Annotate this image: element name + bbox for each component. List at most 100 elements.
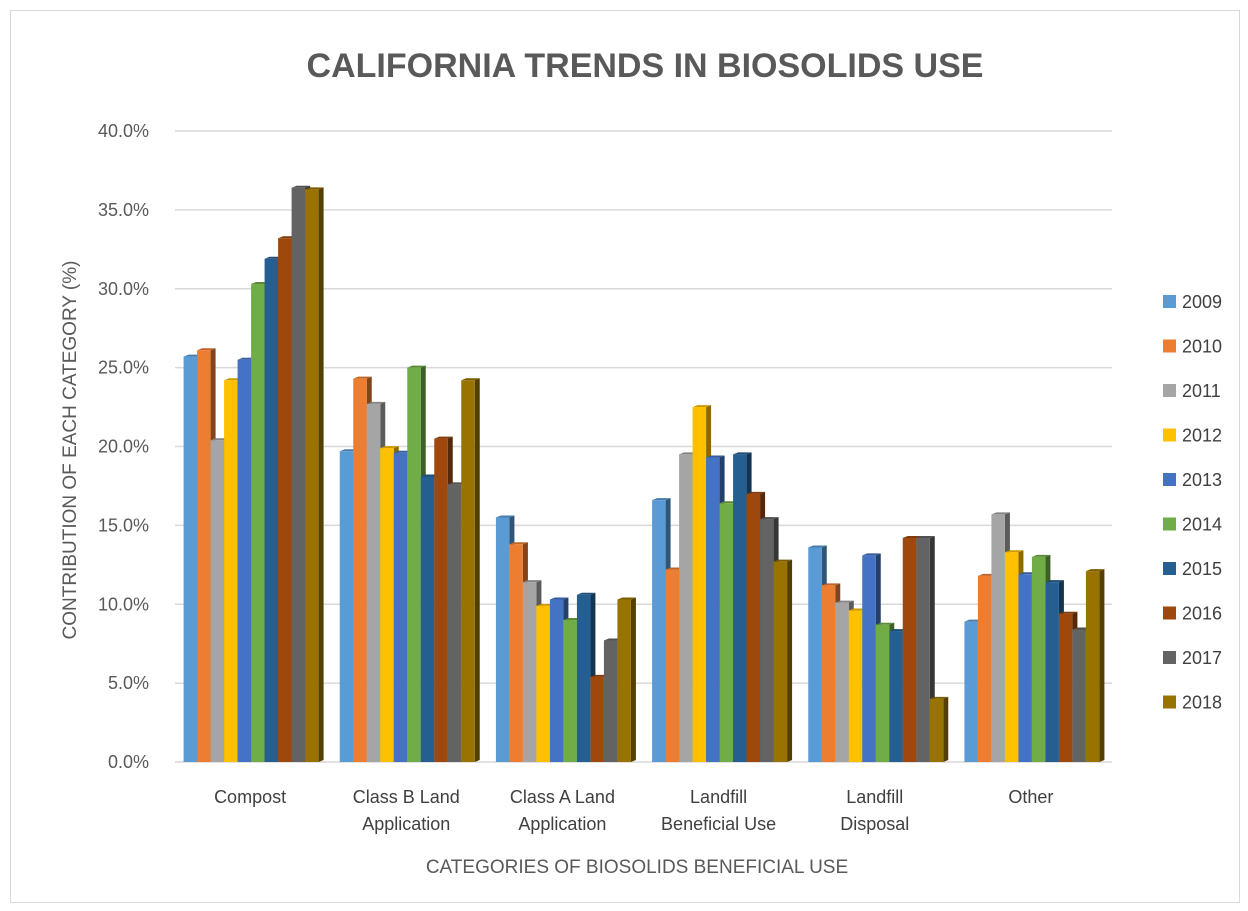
bar-front <box>549 599 564 762</box>
x-category-label: Compost <box>214 787 286 807</box>
bar-top <box>706 455 725 458</box>
bar-top <box>692 405 712 408</box>
x-category-label: Application <box>518 814 606 834</box>
y-axis-label: CONTRIBUTION OF EACH CATEGORY (%) <box>60 261 81 640</box>
x-category-label: Application <box>362 814 450 834</box>
x-category-label: Beneficial Use <box>661 814 776 834</box>
bars <box>183 185 1105 763</box>
bar-front <box>237 359 252 762</box>
bar-side <box>630 597 636 762</box>
y-tick-label: 25.0% <box>98 358 149 378</box>
x-category-label: Class A Land <box>510 787 615 807</box>
bar-2018-0 <box>305 187 324 762</box>
y-tick-label: 40.0% <box>98 121 149 141</box>
bar-top <box>760 517 779 520</box>
bar-top <box>617 597 636 600</box>
bar-top <box>407 365 426 368</box>
bar-front <box>278 238 292 762</box>
legend-item-2009: 2009 <box>1163 292 1222 312</box>
bar-front <box>522 582 537 762</box>
x-category-label: Landfill <box>846 787 903 807</box>
legend-item-2010: 2010 <box>1163 337 1222 357</box>
bar-front <box>1085 571 1100 762</box>
bar-front <box>197 350 211 762</box>
bar-front <box>305 189 319 762</box>
bar-front <box>353 378 367 762</box>
legend-item-2018: 2018 <box>1163 693 1222 713</box>
bar-top <box>1045 580 1064 583</box>
bar-top <box>902 535 922 538</box>
legend-label: 2011 <box>1182 381 1221 401</box>
bar-front <box>509 544 523 762</box>
legend-label: 2013 <box>1182 470 1222 490</box>
legend-swatch <box>1163 517 1176 531</box>
bar-top <box>353 376 372 379</box>
bar-front <box>1058 613 1073 762</box>
legend-swatch <box>1163 606 1176 620</box>
legend-swatch <box>1163 428 1176 442</box>
bar-top <box>509 542 528 545</box>
bar-top <box>746 491 766 494</box>
bar-top <box>1004 550 1024 553</box>
bar-top <box>1031 554 1051 557</box>
legend-swatch <box>1163 473 1176 486</box>
bar-top <box>305 187 324 190</box>
legend-label: 2012 <box>1182 426 1222 446</box>
bar-front <box>875 624 890 762</box>
bar-front <box>434 438 448 762</box>
y-tick-label: 30.0% <box>98 279 149 299</box>
bar-front <box>719 503 734 762</box>
bar-top <box>1085 569 1105 572</box>
legend-swatch <box>1163 295 1176 308</box>
bar-front <box>821 585 836 762</box>
legend-swatch <box>1163 695 1176 709</box>
bar-front <box>808 547 822 762</box>
legend-label: 2018 <box>1182 693 1222 713</box>
bar-front <box>420 476 435 762</box>
bar-top <box>380 446 399 449</box>
bar-side <box>474 378 480 762</box>
bar-front <box>563 620 577 762</box>
bar-front <box>1045 582 1059 762</box>
bar-top <box>576 592 596 595</box>
x-category-label: Landfill <box>690 787 747 807</box>
y-tick-label: 35.0% <box>98 200 149 220</box>
y-tick-label: 5.0% <box>108 673 149 693</box>
bar-front <box>760 519 774 762</box>
bar-front <box>339 451 354 762</box>
bar-front <box>576 594 591 762</box>
x-axis-categories: Compost Class B Land Application Class A La… <box>214 787 1053 834</box>
legend-item-2012: 2012 <box>1163 426 1222 446</box>
bar-top <box>808 545 827 548</box>
bar-front <box>835 602 849 762</box>
x-category-label: Disposal <box>840 814 909 834</box>
legend-swatch <box>1163 651 1176 664</box>
bar-front <box>929 698 944 762</box>
bar-top <box>434 436 453 439</box>
y-tick-label: 15.0% <box>98 515 149 535</box>
bar-2018-4 <box>929 696 949 762</box>
bar-front <box>902 537 917 762</box>
bar-top <box>773 559 793 562</box>
bar-top <box>1058 611 1078 614</box>
x-axis-label: CATEGORIES OF BIOSOLIDS BENEFICIAL USE <box>426 857 848 878</box>
bar-top <box>991 512 1010 515</box>
bar-front <box>692 407 707 762</box>
bar-top <box>862 553 881 556</box>
y-tick-label: 20.0% <box>98 437 149 457</box>
bar-front <box>210 440 225 762</box>
bar-front <box>733 454 747 762</box>
bar-front <box>916 537 930 762</box>
bar-side <box>787 559 793 762</box>
legend-item-2013: 2013 <box>1163 470 1222 490</box>
bar-side <box>318 187 324 762</box>
bar-front <box>1072 629 1086 762</box>
bar-top <box>522 580 542 583</box>
legend-swatch <box>1163 339 1176 353</box>
bar-top <box>461 378 480 381</box>
legend-label: 2015 <box>1182 559 1222 579</box>
bar-front <box>773 561 788 762</box>
bar-top <box>366 401 386 404</box>
bar-front <box>617 599 631 762</box>
bar-2018-5 <box>1085 569 1105 762</box>
